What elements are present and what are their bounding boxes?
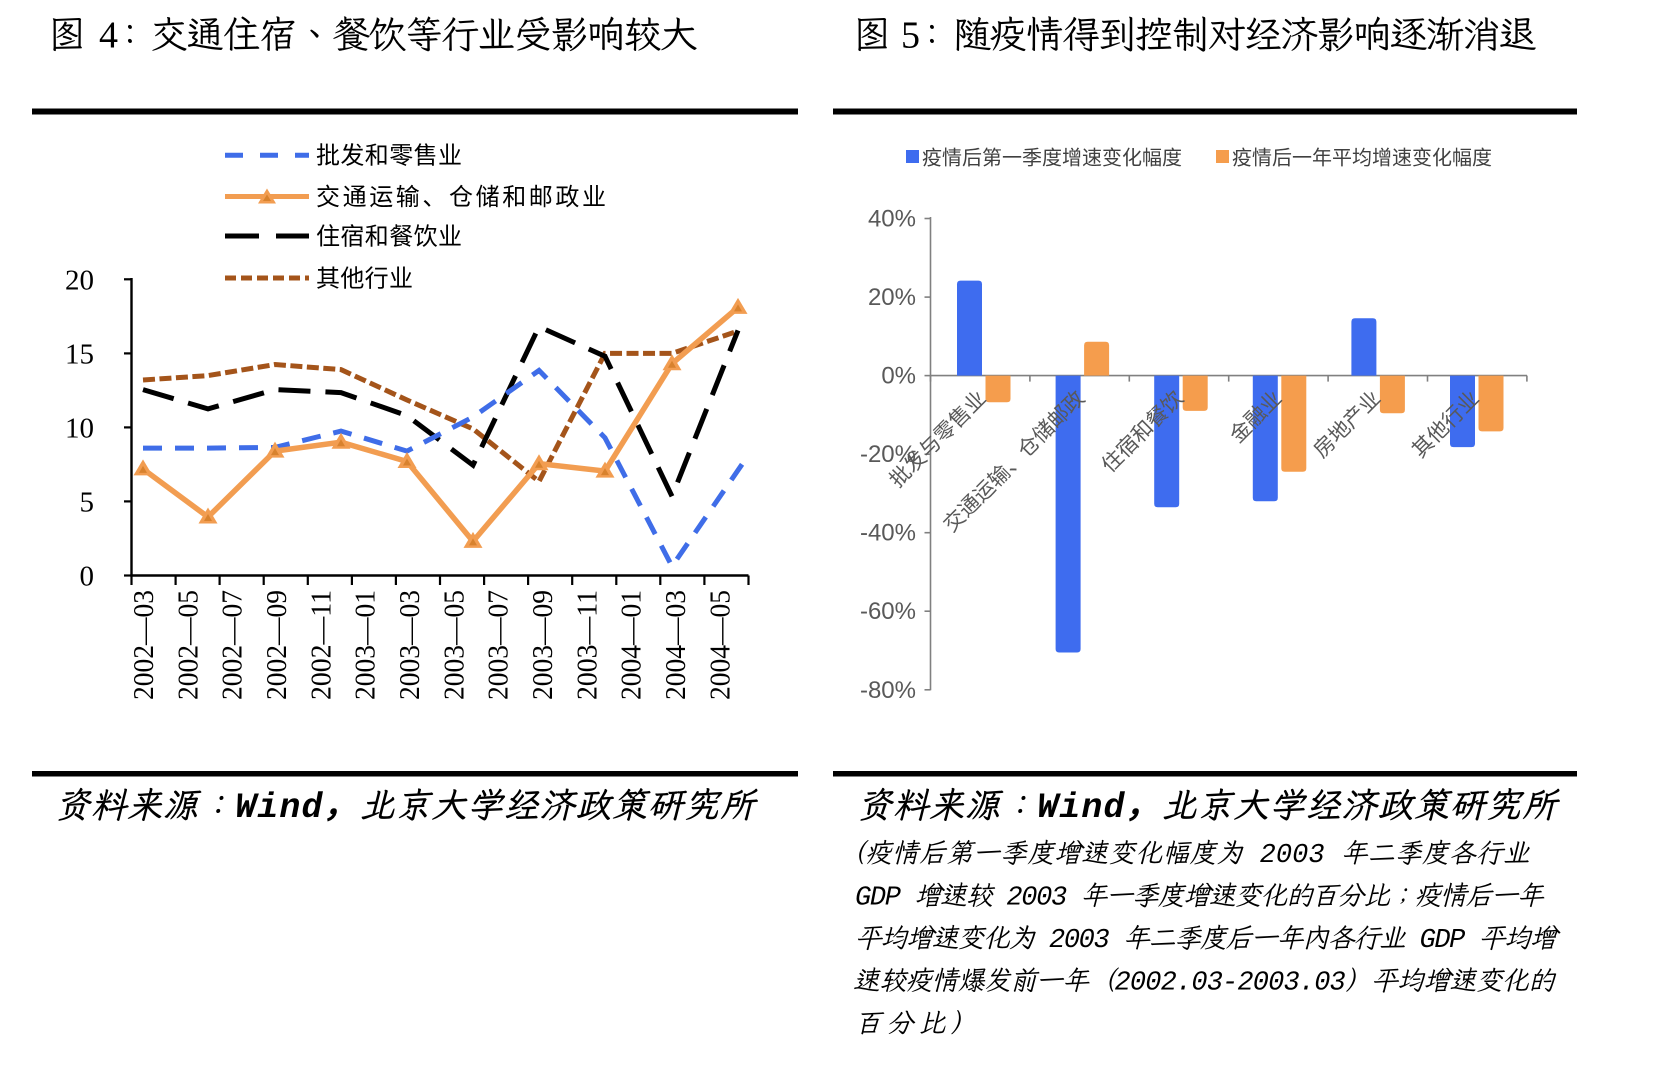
svg-text:20: 20 bbox=[65, 264, 94, 296]
svg-text:图5：随疫情得到控制对经济影响逐渐消退: 图 5：随疫情得到控制对经济影响逐渐消退 bbox=[853, 15, 1537, 57]
svg-text:2004—01: 2004—01 bbox=[616, 590, 648, 700]
svg-text:住宿和餐饮业: 住宿和餐饮业 bbox=[316, 224, 462, 251]
svg-text:疫情后第一季度增速变化幅度: 疫情后第一季度增速变化幅度 bbox=[922, 147, 1182, 170]
svg-text:2003—03: 2003—03 bbox=[394, 590, 426, 700]
svg-text:2002—09: 2002—09 bbox=[261, 590, 293, 700]
svg-text:交通运输、仓储和邮政业: 交通运输、仓储和邮政业 bbox=[316, 184, 606, 211]
svg-text:15: 15 bbox=[65, 338, 94, 370]
svg-text:疫情后一年平均增速变化幅度: 疫情后一年平均增速变化幅度 bbox=[1232, 147, 1492, 170]
svg-text:-80%: -80% bbox=[860, 677, 916, 704]
svg-text:40%: 40% bbox=[868, 206, 916, 233]
svg-text:GDP 增速较 2003 年一季度增速变化的百分比；疫情后一: GDP 增速较 2003 年一季度增速变化的百分比；疫情后一年 bbox=[855, 882, 1545, 914]
svg-text:2002—07: 2002—07 bbox=[217, 590, 249, 700]
svg-text:资料来源：Wind，北京大学经济政策研究所: 资料来源：Wind，北京大学经济政策研究所 bbox=[55, 786, 759, 828]
svg-text:20%: 20% bbox=[868, 284, 916, 311]
svg-text:2002—03: 2002—03 bbox=[128, 590, 160, 700]
svg-text:0: 0 bbox=[80, 561, 95, 593]
svg-text:-40%: -40% bbox=[860, 520, 916, 547]
svg-text:2003—01: 2003—01 bbox=[350, 590, 382, 700]
svg-text:图4：交通住宿、餐饮等行业受影响较大: 图 4：交通住宿、餐饮等行业受影响较大 bbox=[48, 15, 698, 57]
svg-text:（疫情后第一季度增速变化幅度为 2003 年二季度各行业: （疫情后第一季度增速变化幅度为 2003 年二季度各行业 bbox=[838, 839, 1530, 871]
svg-text:2003—11: 2003—11 bbox=[571, 590, 603, 700]
svg-text:-20%: -20% bbox=[860, 441, 916, 468]
svg-text:2004—05: 2004—05 bbox=[704, 590, 736, 700]
svg-text:2003—09: 2003—09 bbox=[527, 590, 559, 700]
svg-text:5: 5 bbox=[80, 486, 95, 518]
svg-text:-60%: -60% bbox=[860, 598, 916, 625]
svg-text:资料来源：Wind，北京大学经济政策研究所: 资料来源：Wind，北京大学经济政策研究所 bbox=[857, 786, 1561, 828]
svg-text:2003—07: 2003—07 bbox=[483, 590, 515, 700]
svg-text:10: 10 bbox=[65, 412, 94, 444]
svg-text:批发和零售业: 批发和零售业 bbox=[316, 143, 462, 170]
svg-text:平均增速变化为 2003 年二季度后一年内各行业 GDP 平: 平均增速变化为 2003 年二季度后一年内各行业 GDP 平均增 bbox=[855, 924, 1561, 956]
svg-text:2002—11: 2002—11 bbox=[305, 590, 337, 700]
svg-text:2003—05: 2003—05 bbox=[438, 590, 470, 700]
svg-text:其他行业: 其他行业 bbox=[316, 266, 413, 293]
svg-text:0%: 0% bbox=[881, 363, 916, 390]
svg-text:速较疫情爆发前一年（2002.03-2003.03）平均增速: 速较疫情爆发前一年（2002.03-2003.03）平均增速变化的 bbox=[853, 967, 1557, 999]
svg-text:2004—03: 2004—03 bbox=[660, 590, 692, 700]
svg-text:2002—05: 2002—05 bbox=[172, 590, 204, 700]
